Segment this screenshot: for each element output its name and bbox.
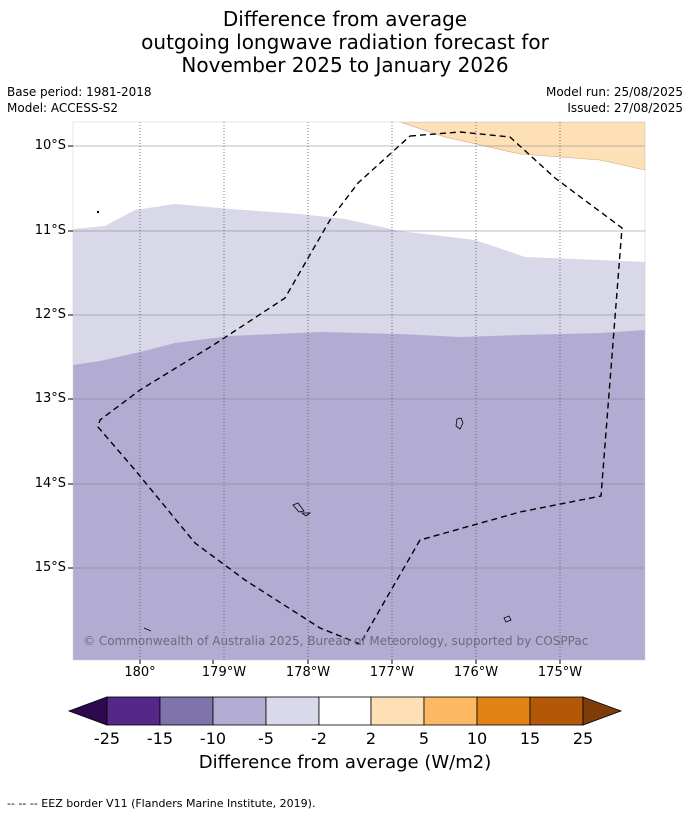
- colorbar-tick-1: -15: [146, 729, 174, 748]
- colorbar-tick-2: -10: [199, 729, 227, 748]
- eez-footnote: -- -- -- EEZ border V11 (Flanders Marine…: [7, 797, 316, 810]
- meta-right: Model run: 25/08/2025 Issued: 27/08/2025: [546, 84, 683, 116]
- colorbar-tick-6: 5: [418, 729, 430, 748]
- colorbar-seg-5: [318, 696, 372, 726]
- colorbar-tick-3: -5: [258, 729, 274, 748]
- model-run: Model run: 25/08/2025: [545, 85, 683, 99]
- colorbar-tick-0: -25: [93, 729, 121, 748]
- colorbar: [67, 696, 623, 726]
- lon-label-176w: 176°W: [453, 665, 499, 680]
- title-line-2: outgoing longwave radiation forecast for: [141, 30, 549, 54]
- lon-label-179w: 179°W: [201, 665, 247, 680]
- island-wallis: [455, 417, 464, 430]
- latitude-gridlines: [73, 145, 645, 569]
- island-futuna: [292, 502, 305, 513]
- lon-label-175w: 175°W: [537, 665, 583, 680]
- colorbar-tick-9: 25: [572, 729, 594, 748]
- colorbar-extend-high: [582, 696, 623, 726]
- colorbar-seg-1: [106, 696, 161, 726]
- island-alofi: [300, 512, 312, 517]
- colorbar-tick-8: 15: [519, 729, 541, 748]
- lon-label-178w: 178°W: [285, 665, 331, 680]
- lat-ticks: [68, 145, 73, 569]
- lon-label-177w: 177°W: [369, 665, 415, 680]
- lat-label-14s: 14°S: [34, 476, 66, 491]
- eez-border: [97, 131, 623, 645]
- title-line-3: November 2025 to January 2026: [181, 53, 509, 77]
- colorbar-seg-2: [159, 696, 214, 726]
- colorbar-seg-9: [529, 696, 584, 726]
- lat-label-12s: 12°S: [34, 307, 66, 322]
- reef-northwest: [96, 210, 100, 214]
- lon-label-180: 180°: [124, 665, 156, 680]
- lat-label-10s: 10°S: [34, 138, 66, 153]
- lon-ticks: [139, 660, 561, 664]
- colorbar-tick-4: -2: [311, 729, 327, 748]
- colorbar-label: Difference from average (W/m2): [198, 752, 492, 773]
- lat-label-15s: 15°S: [34, 560, 66, 575]
- issued-date: Issued: 27/08/2025: [567, 101, 683, 115]
- map-frame: [72, 121, 646, 661]
- copyright-notice: © Commonwealth of Australia 2025, Bureau…: [83, 634, 588, 648]
- colorbar-seg-4: [265, 696, 320, 726]
- meta-left: Base period: 1981-2018 Model: ACCESS-S2: [7, 84, 152, 116]
- islands: [96, 210, 512, 632]
- model-name: Model: ACCESS-S2: [7, 101, 119, 115]
- island-small-east: [503, 615, 512, 623]
- reef-southwest: [143, 627, 152, 632]
- lat-label-13s: 13°S: [34, 391, 66, 406]
- colorbar-seg-6: [370, 696, 425, 726]
- colorbar-extend-low: [67, 696, 108, 726]
- colorbar-seg-7: [423, 696, 478, 726]
- lat-label-11s: 11°S: [34, 223, 66, 238]
- base-period: Base period: 1981-2018: [7, 85, 152, 99]
- map-title: Difference from average outgoing longwav…: [0, 8, 690, 77]
- colorbar-seg-8: [476, 696, 531, 726]
- colorbar-seg-3: [212, 696, 267, 726]
- band-minus10-minus5: [73, 330, 645, 660]
- colorbar-tick-5: 2: [365, 729, 377, 748]
- colorbar-tick-7: 10: [466, 729, 488, 748]
- title-line-1: Difference from average: [222, 7, 468, 31]
